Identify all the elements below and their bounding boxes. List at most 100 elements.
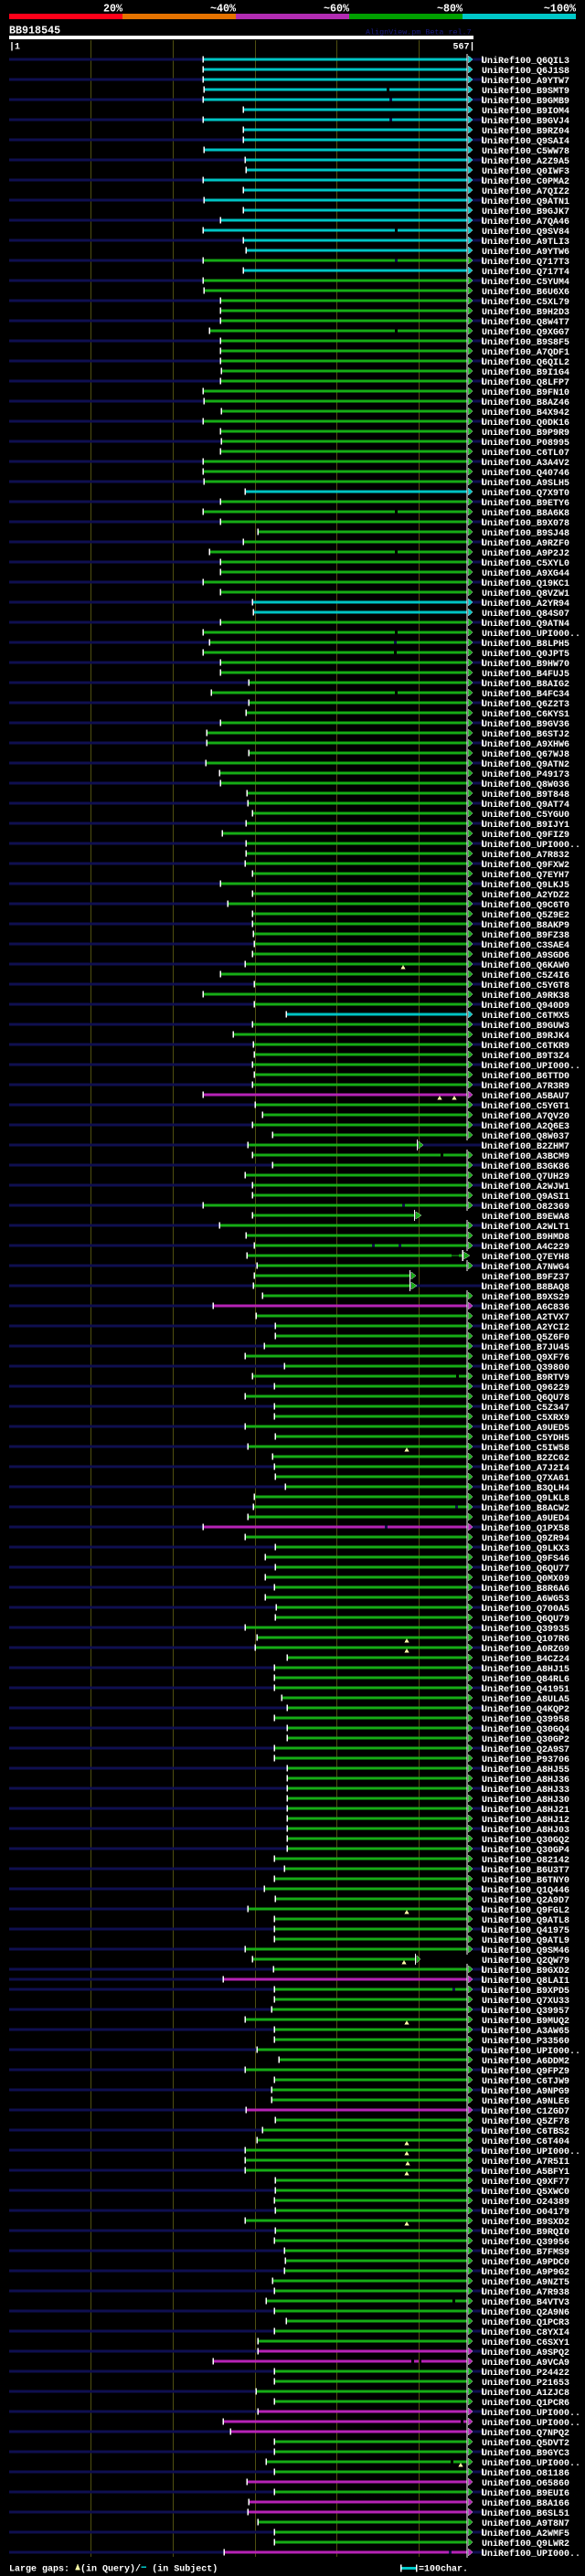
svg-text:UniRef100_A9SPQ2: UniRef100_A9SPQ2 [482,2348,569,2359]
svg-text:UniRef100_Q9LKL8: UniRef100_Q9LKL8 [482,1493,569,1504]
svg-text:UniRef100_B7JU45: UniRef100_B7JU45 [482,1342,569,1353]
svg-text:UniRef100_B8A166: UniRef100_B8A166 [482,2498,569,2509]
svg-text:UniRef100_Q9SAI4: UniRef100_Q9SAI4 [482,136,569,147]
svg-text:UniRef100_A0RZG9: UniRef100_A0RZG9 [482,1644,569,1655]
svg-text:UniRef100_Q84RL6: UniRef100_Q84RL6 [482,1674,569,1685]
svg-text:UniRef100_A7NWG4: UniRef100_A7NWG4 [482,1262,569,1273]
svg-text:UniRef100_Q1PCR6: UniRef100_Q1PCR6 [482,2398,569,2409]
svg-text:UniRef100_B9ETY6: UniRef100_B9ETY6 [482,498,569,509]
svg-text:UniRef100_B9SXD2: UniRef100_B9SXD2 [482,2217,569,2228]
svg-text:UniRef100_A9XG44: UniRef100_A9XG44 [482,568,569,579]
svg-text:UniRef100_A9YTW6: UniRef100_A9YTW6 [482,247,569,258]
svg-text:UniRef100_Q39958: UniRef100_Q39958 [482,1714,569,1725]
svg-text:(in Query)/: (in Query)/ [80,2564,141,2575]
svg-text:UniRef100_C0PMA2: UniRef100_C0PMA2 [482,176,569,187]
svg-text:UniRef100_B9H2D3: UniRef100_B9H2D3 [482,307,569,318]
svg-text:UniRef100_B2ZC62: UniRef100_B2ZC62 [482,1453,569,1464]
svg-text:~60%: ~60% [324,3,350,16]
svg-text:UniRef100_B4FC34: UniRef100_B4FC34 [482,689,569,700]
svg-text:UniRef100_O81186: UniRef100_O81186 [482,2468,569,2479]
svg-text:UniRef100_A9SGD6: UniRef100_A9SGD6 [482,950,569,961]
svg-text:UniRef100_B9SMT9: UniRef100_B9SMT9 [482,86,569,97]
svg-text:UniRef100_Q2A9N6: UniRef100_Q2A9N6 [482,2307,569,2318]
svg-text:UniRef100_A9NZT5: UniRef100_A9NZT5 [482,2277,569,2288]
svg-text:UniRef100_Q9LKX3: UniRef100_Q9LKX3 [482,1543,569,1554]
svg-text:UniRef100_B9SJ48: UniRef100_B9SJ48 [482,528,569,539]
svg-text:UniRef100_A8ULA5: UniRef100_A8ULA5 [482,1694,569,1705]
svg-text:BB918545: BB918545 [9,25,60,37]
svg-text:UniRef100_B9T848: UniRef100_B9T848 [482,790,569,800]
svg-text:UniRef100_Q9ZR94: UniRef100_Q9ZR94 [482,1533,569,1544]
svg-text:UniRef100_C6KYS1: UniRef100_C6KYS1 [482,709,569,720]
svg-text:UniRef100_C5YGT8: UniRef100_C5YGT8 [482,981,569,991]
svg-text:UniRef100_A6C836: UniRef100_A6C836 [482,1302,569,1313]
svg-text:UniRef100_Q19KC1: UniRef100_Q19KC1 [482,578,569,589]
svg-text:UniRef100_Q41951: UniRef100_Q41951 [482,1684,569,1695]
svg-text:UniRef100_A7QA46: UniRef100_A7QA46 [482,217,569,228]
svg-text:UniRef100_A9RZF0: UniRef100_A9RZF0 [482,538,569,549]
svg-text:UniRef100_P49173: UniRef100_P49173 [482,769,569,780]
svg-text:UniRef100_C6TMX5: UniRef100_C6TMX5 [482,1011,569,1022]
svg-text:UniRef100_Q9ATL9: UniRef100_Q9ATL9 [482,1935,569,1946]
svg-text:UniRef100_Q7UH29: UniRef100_Q7UH29 [482,1171,569,1182]
svg-text:UniRef100_C3SAE4: UniRef100_C3SAE4 [482,940,569,951]
svg-text:UniRef100_B9XPD5: UniRef100_B9XPD5 [482,1986,569,1997]
svg-text:AlignView.pm Beta rel.7: AlignView.pm Beta rel.7 [366,28,472,37]
svg-text:UniRef100_Q30GP2: UniRef100_Q30GP2 [482,1734,569,1745]
svg-text:UniRef100_Q0JPT5: UniRef100_Q0JPT5 [482,649,569,660]
svg-text:UniRef100_Q9ATN4: UniRef100_Q9ATN4 [482,619,569,630]
svg-text:UniRef100_B6STJ2: UniRef100_B6STJ2 [482,729,569,740]
svg-text:UniRef100_C6TL07: UniRef100_C6TL07 [482,448,569,459]
svg-text:UniRef100_B9HW70: UniRef100_B9HW70 [482,659,569,670]
svg-text:UniRef100_B8R6A6: UniRef100_B8R6A6 [482,1584,569,1595]
svg-text:UniRef100_Q30GP4: UniRef100_Q30GP4 [482,1845,569,1856]
svg-text:UniRef100_Q0IWF3: UniRef100_Q0IWF3 [482,166,569,177]
svg-text:UniRef100_Q4KQP2: UniRef100_Q4KQP2 [482,1704,569,1715]
svg-text:UniRef100_A3BCM9: UniRef100_A3BCM9 [482,1151,569,1162]
svg-text:UniRef100_B3QLH4: UniRef100_B3QLH4 [482,1483,569,1494]
svg-text:UniRef100_A9RK38: UniRef100_A9RK38 [482,991,569,1002]
svg-text:UniRef100_B9XS29: UniRef100_B9XS29 [482,1292,569,1303]
svg-text:UniRef100_A3A4V2: UniRef100_A3A4V2 [482,458,569,469]
svg-text:UniRef100_B9GJK7: UniRef100_B9GJK7 [482,207,569,217]
svg-text:UniRef100_A2WMF5: UniRef100_A2WMF5 [482,2528,569,2539]
svg-text:UniRef100_B4VTV3: UniRef100_B4VTV3 [482,2297,569,2308]
svg-text:UniRef100_Q9XGG7: UniRef100_Q9XGG7 [482,327,569,338]
svg-text:UniRef100_A7R938: UniRef100_A7R938 [482,2287,569,2298]
svg-text:UniRef100_B9RJK4: UniRef100_B9RJK4 [482,1031,569,1042]
svg-text:UniRef100_Q84S07: UniRef100_Q84S07 [482,609,569,620]
svg-text:UniRef100_C5Z4I6: UniRef100_C5Z4I6 [482,970,569,981]
svg-text:UniRef100_C6TKR9: UniRef100_C6TKR9 [482,1041,569,1052]
svg-text:UniRef100_Q700A5: UniRef100_Q700A5 [482,1604,569,1615]
svg-text:UniRef100_Q6QU79: UniRef100_Q6QU79 [482,1614,569,1625]
svg-text:UniRef100_Q5Z6F0: UniRef100_Q5Z6F0 [482,1332,569,1343]
svg-text:UniRef100_Q41975: UniRef100_Q41975 [482,1925,569,1936]
svg-text:UniRef100_C5YDH5: UniRef100_C5YDH5 [482,1433,569,1444]
svg-text:UniRef100_O04179: UniRef100_O04179 [482,2207,569,2218]
svg-text:UniRef100_UPI000..: UniRef100_UPI000.. [482,840,580,851]
svg-text:~100%: ~100% [544,3,577,16]
svg-text:UniRef100_B9GYC3: UniRef100_B9GYC3 [482,2448,569,2459]
svg-text:UniRef100_C5XYL0: UniRef100_C5XYL0 [482,558,569,569]
svg-text:UniRef100_B8A6K8: UniRef100_B8A6K8 [482,508,569,519]
svg-text:UniRef100_Q9LKJ5: UniRef100_Q9LKJ5 [482,880,569,891]
svg-text:UniRef100_B9GVJ4: UniRef100_B9GVJ4 [482,116,569,127]
svg-text:UniRef100_Q9SV84: UniRef100_Q9SV84 [482,227,569,238]
svg-text:UniRef100_Q7EYH7: UniRef100_Q7EYH7 [482,870,569,881]
svg-text:UniRef100_B9EUI6: UniRef100_B9EUI6 [482,2488,569,2499]
svg-text:Large gaps:: Large gaps: [9,2565,69,2575]
svg-text:UniRef100_A2YCI2: UniRef100_A2YCI2 [482,1322,569,1333]
svg-text:UniRef100_Q5XWC0: UniRef100_Q5XWC0 [482,2187,569,2198]
svg-text:UniRef100_C6TJW9: UniRef100_C6TJW9 [482,2076,569,2087]
svg-text:~80%: ~80% [437,3,463,16]
svg-text:UniRef100_A5BAU7: UniRef100_A5BAU7 [482,1091,569,1102]
svg-text:UniRef100_Q9ATN2: UniRef100_Q9ATN2 [482,759,569,770]
svg-text:UniRef100_C5WW78: UniRef100_C5WW78 [482,146,569,157]
svg-text:UniRef100_Q6QIL3: UniRef100_Q6QIL3 [482,56,569,67]
svg-text:UniRef100_Q6Z2T3: UniRef100_Q6Z2T3 [482,699,569,710]
svg-text:UniRef100_C5Z347: UniRef100_C5Z347 [482,1403,569,1414]
svg-text:UniRef100_B4FUJ5: UniRef100_B4FUJ5 [482,669,569,680]
svg-text:UniRef100_B9GV36: UniRef100_B9GV36 [482,719,569,730]
svg-text:UniRef100_Q940D9: UniRef100_Q940D9 [482,1001,569,1012]
svg-text:UniRef100_B8LPH5: UniRef100_B8LPH5 [482,639,569,650]
